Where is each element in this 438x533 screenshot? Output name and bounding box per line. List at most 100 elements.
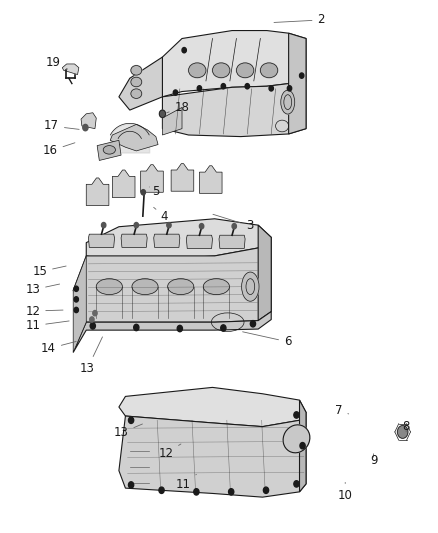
Circle shape [167,222,171,228]
Circle shape [141,190,145,195]
Ellipse shape [242,272,259,301]
Circle shape [134,324,139,330]
Circle shape [102,222,106,228]
Ellipse shape [237,63,254,78]
Circle shape [199,223,204,229]
Text: 13: 13 [25,284,60,296]
Polygon shape [119,387,306,426]
Ellipse shape [132,279,158,295]
Polygon shape [119,413,306,497]
Polygon shape [171,164,194,191]
Ellipse shape [96,279,122,295]
Polygon shape [88,234,115,247]
Text: 2: 2 [274,13,325,27]
Text: 15: 15 [32,265,66,278]
Polygon shape [62,64,79,75]
Polygon shape [199,166,222,193]
Circle shape [197,86,201,91]
Polygon shape [73,256,86,352]
Circle shape [294,412,299,418]
Polygon shape [162,30,306,97]
Polygon shape [300,400,306,492]
Circle shape [245,84,250,89]
Polygon shape [162,81,306,136]
Polygon shape [113,170,135,198]
Circle shape [182,47,186,53]
Text: 17: 17 [44,119,79,133]
Text: 3: 3 [213,214,253,232]
Ellipse shape [131,77,142,87]
Circle shape [269,86,273,91]
Circle shape [397,425,408,438]
Polygon shape [119,57,162,110]
Ellipse shape [188,63,206,78]
Circle shape [221,84,226,89]
Polygon shape [162,108,182,135]
Text: 19: 19 [46,56,67,69]
Polygon shape [73,312,271,352]
Text: 18: 18 [167,101,190,114]
Text: 14: 14 [41,342,76,355]
Circle shape [263,487,268,494]
Polygon shape [81,113,96,128]
Text: 9: 9 [370,454,377,466]
Circle shape [173,90,178,95]
Text: 4: 4 [154,207,168,223]
Circle shape [232,223,237,229]
Ellipse shape [131,66,142,75]
Polygon shape [86,219,271,262]
Polygon shape [73,237,271,322]
Ellipse shape [103,146,116,154]
Text: 11: 11 [176,474,196,491]
Circle shape [93,311,97,316]
Circle shape [159,110,166,117]
Polygon shape [110,124,158,151]
Circle shape [83,124,88,131]
Polygon shape [121,234,147,247]
Circle shape [74,297,78,302]
Ellipse shape [260,63,278,78]
Text: 5: 5 [149,185,159,198]
Polygon shape [289,33,306,134]
Text: 12: 12 [25,304,63,318]
Circle shape [294,481,299,487]
Text: 11: 11 [25,319,69,333]
Circle shape [221,325,226,331]
Text: 6: 6 [243,332,292,348]
Circle shape [177,325,183,332]
Circle shape [128,417,134,423]
Circle shape [159,487,164,494]
Text: 12: 12 [159,444,181,459]
Text: 16: 16 [42,143,75,157]
Polygon shape [258,225,271,320]
Circle shape [90,317,94,322]
Text: 10: 10 [338,482,353,502]
Polygon shape [186,235,212,248]
Text: 13: 13 [80,337,102,375]
Ellipse shape [212,63,230,78]
Text: 13: 13 [113,424,142,440]
Circle shape [251,320,255,327]
Ellipse shape [283,425,310,453]
Circle shape [300,73,304,78]
Circle shape [90,322,95,329]
Circle shape [229,489,234,495]
Circle shape [74,308,78,313]
Ellipse shape [131,89,142,99]
Circle shape [74,286,78,292]
Ellipse shape [281,90,295,114]
Polygon shape [141,165,163,192]
Circle shape [194,489,199,495]
Ellipse shape [203,279,230,295]
Ellipse shape [168,279,194,295]
Polygon shape [86,178,109,206]
Polygon shape [154,234,180,247]
Circle shape [300,442,305,449]
Polygon shape [97,140,121,160]
Text: 8: 8 [403,420,410,433]
Circle shape [128,482,134,488]
Text: 7: 7 [335,404,349,417]
Circle shape [134,222,138,228]
Polygon shape [219,235,245,248]
Circle shape [287,86,292,91]
